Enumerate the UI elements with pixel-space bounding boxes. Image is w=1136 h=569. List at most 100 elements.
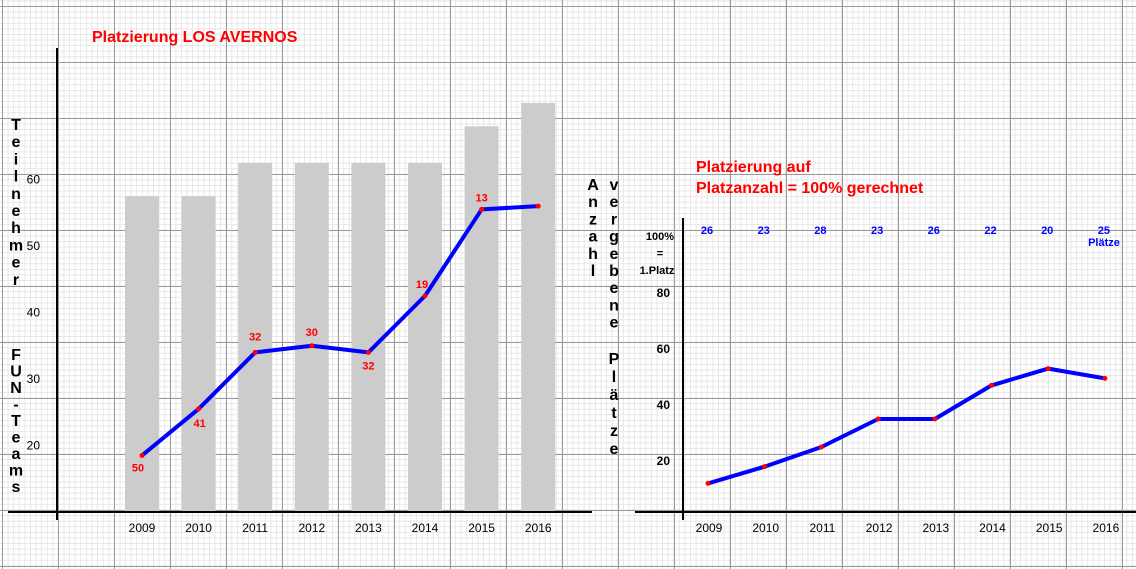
right-y-tick-label: 40 [657, 398, 671, 412]
right-y-label-right-1-char: n [609, 297, 619, 314]
rank-point [139, 452, 145, 458]
rank-point [365, 349, 371, 355]
places-count-label: 28 [814, 225, 826, 237]
right-x-tick-labels: 2009 2010 2011 2012 2013 2014 2015 2016 [696, 521, 1120, 535]
right-places-labels: 26 23 28 23 26 22 20 25 [701, 225, 1110, 237]
participant-bar [181, 196, 216, 512]
right-y-label-left-char: a [589, 229, 598, 246]
left-y-label-top-char: e [12, 203, 21, 220]
left-y-label-bottom-char: T [11, 413, 21, 430]
right-y-tick-labels: 20 40 60 80 [657, 286, 671, 468]
right-y-label-left-char: z [589, 211, 597, 228]
participant-bar [238, 162, 273, 512]
left-y-label-bottom-char: a [12, 446, 21, 463]
right-y-label-right-1-char: e [610, 280, 619, 297]
left-x-tick-label: 2013 [355, 521, 382, 535]
places-count-label: 20 [1041, 225, 1053, 237]
left-x-tick-label: 2012 [298, 521, 325, 535]
rank-label: 32 [362, 360, 374, 372]
left-y-label-top-char: e [12, 255, 21, 272]
percent-point [1045, 366, 1051, 372]
right-y-label-right-2: Plätze [609, 351, 620, 458]
rank-label: 13 [475, 192, 487, 204]
right-y-label-right-1-char: e [610, 246, 619, 263]
right-chart-title-line1: Platzierung auf [696, 159, 811, 176]
rank-label: 32 [249, 331, 261, 343]
left-y-tick-label: 30 [27, 372, 41, 386]
right-y-label-right-1-char: r [611, 211, 617, 228]
right-y-tick-label: 20 [657, 454, 671, 468]
left-y-label-top-char: h [11, 220, 21, 237]
left-bars [125, 103, 556, 513]
participant-bar [521, 103, 556, 513]
percent-point [705, 480, 711, 486]
rank-point [309, 343, 315, 349]
percent-point [1102, 375, 1108, 381]
left-y-label-bottom-char: F [11, 347, 21, 364]
right-x-tick-label: 2014 [979, 521, 1006, 535]
left-y-label-bottom-char: s [12, 479, 21, 496]
places-count-label: 23 [758, 225, 770, 237]
left-x-tick-label: 2011 [242, 521, 268, 535]
right-chart-title-line2: Platzanzahl = 100% gerechnet [696, 180, 924, 197]
left-y-tick-labels: 20 30 40 50 60 [27, 173, 41, 453]
left-y-label-bottom-char: U [10, 364, 22, 381]
right-y-label-right-2-char: P [609, 351, 620, 368]
right-top-label-line3: 1.Platz [640, 265, 675, 277]
percent-point [875, 416, 881, 422]
left-y-label-top-char: r [13, 272, 19, 289]
percent-line [707, 366, 1106, 486]
left-y-tick-label: 60 [27, 173, 41, 187]
left-y-label-bottom-char: e [12, 430, 21, 447]
participant-bar [125, 196, 159, 512]
right-y-label-right-1-char: b [609, 263, 619, 280]
left-y-label-bottom-char: m [9, 463, 23, 480]
right-y-label-right-2-char: e [610, 441, 619, 458]
left-y-label-top-char: T [11, 117, 21, 134]
left-y-label-top-char: i [14, 151, 18, 168]
right-chart: Platzierung auf Platzanzahl = 100% gerec… [587, 159, 1136, 535]
right-y-label-right-2-char: z [610, 423, 618, 440]
left-y-label-top-char: n [11, 186, 21, 203]
percent-point [989, 382, 994, 388]
right-top-label-line2: = [657, 248, 663, 260]
places-count-label: 23 [871, 225, 883, 237]
rank-point [422, 293, 428, 299]
participant-bar [464, 126, 499, 513]
left-line-series: 50 41 32 30 32 19 13 [132, 192, 541, 474]
rank-point [535, 203, 541, 209]
left-x-tick-label: 2010 [185, 521, 212, 535]
right-y-label-left-char: n [588, 194, 598, 211]
left-x-tick-label: 2016 [525, 521, 552, 535]
left-y-tick-label: 20 [27, 439, 41, 453]
participant-bar [294, 162, 329, 512]
rank-label: 41 [193, 418, 205, 430]
percent-point [932, 416, 938, 422]
left-y-label-top-char: l [14, 169, 18, 186]
left-x-tick-label: 2015 [468, 521, 495, 535]
rank-point [252, 349, 258, 355]
right-x-tick-label: 2009 [696, 521, 723, 535]
right-y-label-left-char: l [591, 263, 595, 280]
left-y-label-bottom-char: - [13, 397, 18, 414]
right-y-label-right-1-char: g [609, 229, 619, 246]
rank-line [140, 204, 539, 458]
percent-point [818, 444, 824, 450]
right-x-tick-label: 2011 [809, 521, 835, 535]
right-y-label-right-1-char: e [610, 194, 619, 211]
places-count-label: 26 [701, 225, 713, 237]
rank-point [196, 406, 202, 412]
left-x-tick-label: 2014 [412, 521, 439, 535]
places-count-label: 22 [984, 225, 996, 237]
rank-point [479, 206, 485, 212]
right-y-tick-label: 80 [657, 286, 671, 300]
participant-bar [408, 162, 442, 512]
right-y-label-right-1-char: v [610, 177, 619, 194]
right-y-label-right-1-char: e [610, 315, 619, 332]
right-places-unit: Plätze [1088, 237, 1120, 249]
